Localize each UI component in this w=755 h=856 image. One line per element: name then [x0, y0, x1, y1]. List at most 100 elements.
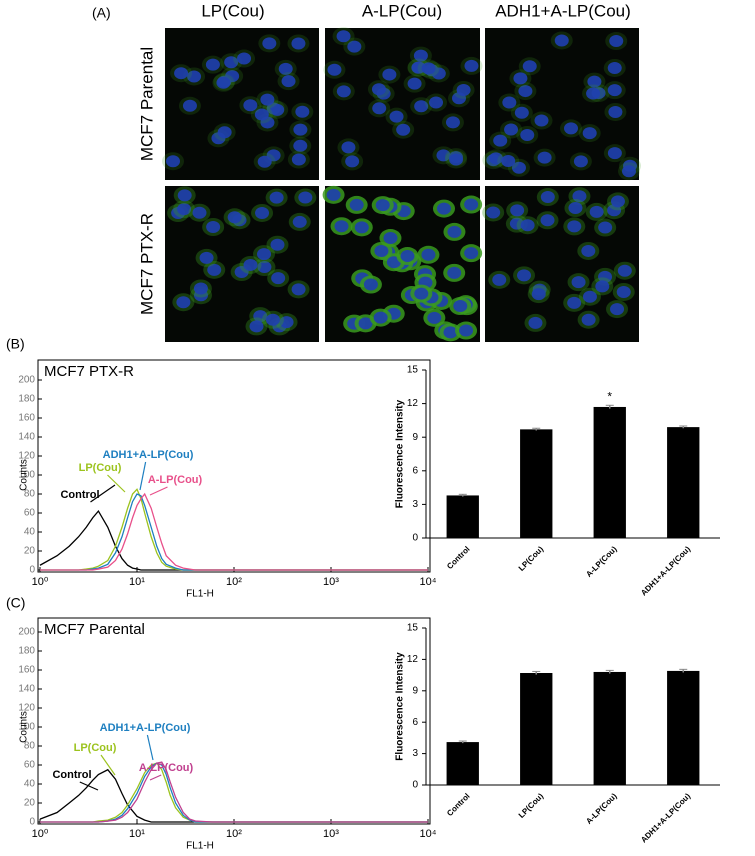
nucleus [407, 77, 422, 90]
y-tick-label: 3 [412, 748, 418, 759]
nucleus [445, 116, 460, 129]
y-tick-label: 12 [407, 654, 419, 665]
y-tick-label: 160 [18, 665, 35, 676]
series-label: Control [52, 769, 91, 781]
nucleus [327, 63, 342, 76]
nucleus [610, 303, 625, 316]
nucleus [257, 248, 272, 261]
y-tick-label: 100 [18, 722, 35, 733]
nucleus [531, 288, 546, 301]
nucleus [206, 221, 221, 234]
nucleus [595, 280, 610, 293]
x-tick-label: A-LP(Cou) [584, 544, 619, 579]
x-tick-label: 10⁴ [420, 576, 437, 588]
nucleus [414, 287, 429, 300]
x-tick-label: LP(Cou) [517, 791, 546, 820]
nucleus [608, 105, 623, 118]
y-tick-label: 3 [412, 499, 418, 510]
arrow [100, 754, 116, 776]
nucleus [567, 220, 582, 233]
nucleus [347, 40, 362, 53]
nucleus [278, 62, 293, 75]
micrographs [162, 27, 641, 342]
nucleus [413, 49, 428, 62]
nucleus [609, 35, 624, 48]
nucleus [166, 155, 181, 168]
nucleus [270, 103, 285, 116]
nucleus [564, 122, 579, 135]
histogram-line [39, 768, 428, 823]
nucleus [581, 244, 596, 257]
row-title: MCF7 Parental [137, 47, 156, 161]
y-tick-label: 180 [18, 646, 35, 657]
arrow [149, 486, 168, 496]
nucleus [520, 219, 535, 232]
nucleus [249, 320, 264, 333]
y-tick-label: 9 [412, 432, 418, 443]
y-tick-label: 0 [412, 780, 418, 791]
y-tick-label: 120 [18, 451, 35, 462]
nucleus [334, 220, 349, 233]
y-tick-label: 60 [24, 760, 36, 771]
nucleus [374, 244, 389, 257]
arrow [90, 484, 116, 503]
nucleus [205, 58, 220, 71]
nucleus [528, 316, 543, 329]
nucleus [207, 263, 222, 276]
nucleus [363, 278, 378, 291]
nucleus [254, 108, 269, 121]
nucleus [174, 67, 189, 80]
chart-title: MCF7 PTX-R [44, 363, 134, 380]
panel-label: (B) [6, 336, 25, 352]
nucleus [237, 52, 252, 65]
nucleus [459, 324, 474, 337]
series-label: A-LP(Cou) [139, 762, 194, 774]
nucleus [389, 110, 404, 123]
x-tick-label: Control [445, 792, 471, 818]
nucleus [464, 247, 479, 260]
nucleus [227, 211, 242, 224]
y-tick-label: 200 [18, 375, 35, 386]
panel-label: (A) [92, 5, 111, 21]
x-tick-label: 10⁴ [420, 828, 437, 840]
nucleus [607, 84, 622, 97]
nucleus [610, 195, 625, 208]
y-tick-label: 80 [24, 741, 36, 752]
nucleus [464, 59, 479, 72]
nucleus [456, 83, 471, 96]
nucleus [537, 151, 552, 164]
x-tick-label: 10² [226, 828, 242, 840]
nucleus [501, 154, 516, 167]
nucleus [182, 99, 197, 112]
y-axis-label: Counts [19, 711, 30, 743]
series-label: Control [60, 489, 99, 501]
nucleus [513, 72, 528, 85]
x-tick-label: 10¹ [129, 576, 145, 588]
nucleus [509, 217, 524, 230]
nucleus [598, 270, 613, 283]
nucleus [486, 206, 501, 219]
nucleus [382, 68, 397, 81]
nucleus [436, 202, 451, 215]
x-tick-label: 10² [226, 576, 242, 588]
nucleus [522, 60, 537, 73]
arrow [79, 781, 99, 791]
y-tick-label: 0 [29, 565, 35, 576]
nucleus [176, 296, 191, 309]
nucleus [443, 326, 458, 339]
nucleus [292, 215, 307, 228]
y-tick-label: 20 [24, 546, 36, 557]
histogram-line [40, 492, 428, 571]
nucleus [336, 30, 351, 43]
x-tick-label: A-LP(Cou) [584, 791, 619, 826]
nucleus [534, 114, 549, 127]
y-tick-label: 200 [18, 627, 35, 638]
nucleus [349, 198, 364, 211]
nucleus [400, 250, 415, 263]
micrograph [165, 186, 319, 342]
nucleus [345, 155, 360, 168]
nucleus [607, 61, 622, 74]
nucleus [540, 214, 555, 227]
nucleus [177, 203, 192, 216]
